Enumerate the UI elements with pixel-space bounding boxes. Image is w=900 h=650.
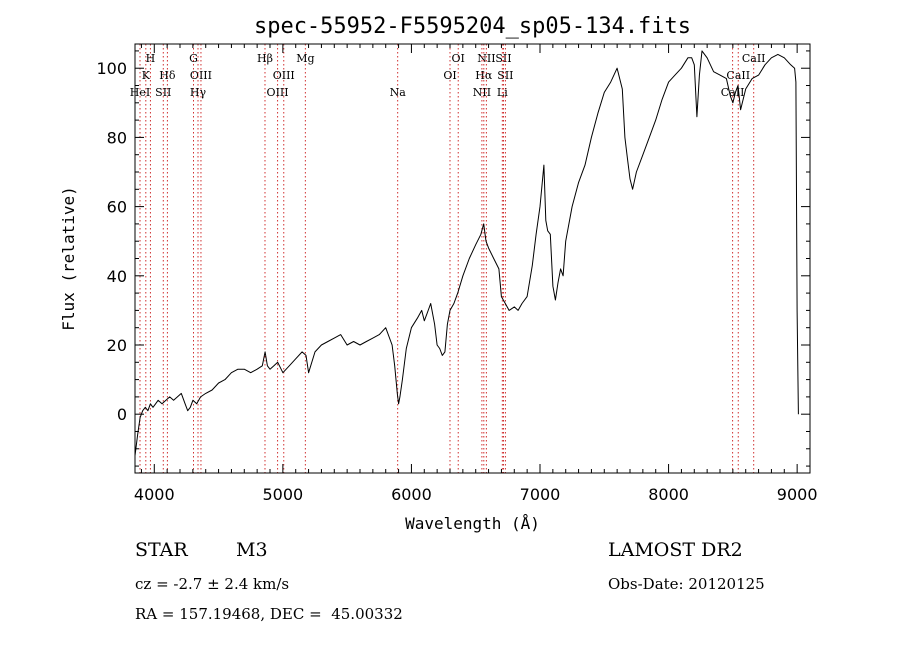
line-label: CaII — [721, 86, 745, 99]
survey-label: LAMOST DR2 — [608, 539, 743, 561]
line-label: G — [189, 52, 198, 65]
x-tick-label: 8000 — [648, 485, 689, 504]
line-label: SII — [497, 69, 513, 82]
line-label: OI — [452, 52, 465, 65]
line-label: OIII — [190, 69, 212, 82]
object-subclass: M3 — [236, 539, 268, 561]
line-label: Hγ — [190, 86, 207, 99]
coordinates: RA = 157.19468, DEC = 45.00332 — [135, 605, 403, 623]
x-tick-label: 9000 — [777, 485, 818, 504]
line-label: K — [142, 69, 151, 82]
line-label: NII — [477, 52, 495, 65]
obs-date: Obs-Date: 20120125 — [608, 575, 765, 593]
spectrum-line — [134, 50, 799, 456]
line-label: Li — [497, 86, 508, 99]
line-label: OIII — [267, 86, 289, 99]
object-class: STAR — [135, 539, 188, 561]
line-label: Hδ — [159, 69, 176, 82]
line-label: H — [146, 52, 156, 65]
line-label: HeI — [130, 86, 150, 99]
y-tick-label: 80 — [107, 128, 127, 147]
y-axis-label: Flux (relative) — [59, 186, 78, 331]
line-label: SII — [155, 86, 171, 99]
line-label: OIII — [273, 69, 295, 82]
line-label: CaII — [726, 69, 750, 82]
line-label: SII — [495, 52, 511, 65]
line-label: Hβ — [257, 52, 273, 65]
x-tick-label: 6000 — [391, 485, 432, 504]
line-label: Mg — [296, 52, 314, 65]
chart-title: spec-55952-F5595204_sp05-134.fits — [254, 14, 691, 39]
redshift-value: cz = -2.7 ± 2.4 km/s — [135, 575, 290, 593]
line-label: NII — [473, 86, 491, 99]
y-tick-label: 60 — [107, 198, 127, 217]
y-tick-label: 40 — [107, 267, 127, 286]
x-tick-label: 4000 — [134, 485, 175, 504]
x-tick-label: 5000 — [262, 485, 303, 504]
y-tick-label: 100 — [96, 59, 127, 78]
x-axis-label: Wavelength (Å) — [405, 514, 540, 533]
line-label: CaII — [742, 52, 766, 65]
line-label: Hα — [475, 69, 493, 82]
x-tick-label: 7000 — [520, 485, 561, 504]
plot-frame — [134, 43, 811, 474]
line-label: OI — [443, 69, 456, 82]
y-tick-label: 0 — [117, 405, 127, 424]
y-tick-label: 20 — [107, 336, 127, 355]
line-label: Na — [390, 86, 407, 99]
